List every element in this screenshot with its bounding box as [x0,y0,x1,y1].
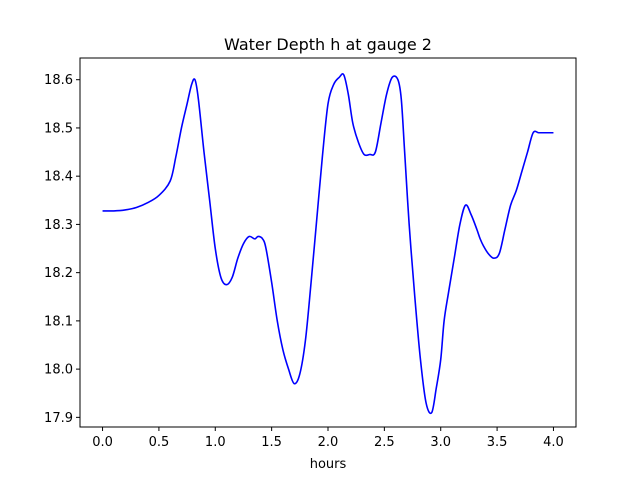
plot-background [80,58,576,427]
chart-title: Water Depth h at gauge 2 [224,35,432,54]
y-axis: 17.9 18.0 18.1 18.2 18.3 18.4 18.5 18.6 [44,73,80,426]
y-tick-label: 18.6 [44,73,73,88]
x-tick-label: 1.5 [261,435,282,450]
y-tick-label: 18.0 [44,363,73,378]
y-tick-label: 17.9 [44,411,73,426]
x-tick-label: 3.0 [430,435,451,450]
y-tick-label: 18.1 [44,314,73,329]
y-tick-label: 18.4 [44,170,73,185]
series-line-0 [102,73,554,415]
x-tick-label: 4.0 [543,435,564,450]
x-tick-label: 0.5 [149,435,170,450]
x-tick-label: 2.5 [374,435,395,450]
x-tick-label: 3.5 [487,435,508,450]
y-tick-label: 18.3 [44,218,73,233]
x-tick-label: 2.0 [318,435,339,450]
x-axis-label: hours [310,457,347,472]
x-tick-label: 0.0 [92,435,113,450]
series-layer [102,73,554,415]
y-tick-label: 18.5 [44,121,73,136]
y-tick-label: 18.2 [44,266,73,281]
x-tick-label: 1.0 [205,435,226,450]
x-axis: 0.0 0.5 1.0 1.5 2.0 2.5 3.0 3.5 4.0 [92,427,564,450]
